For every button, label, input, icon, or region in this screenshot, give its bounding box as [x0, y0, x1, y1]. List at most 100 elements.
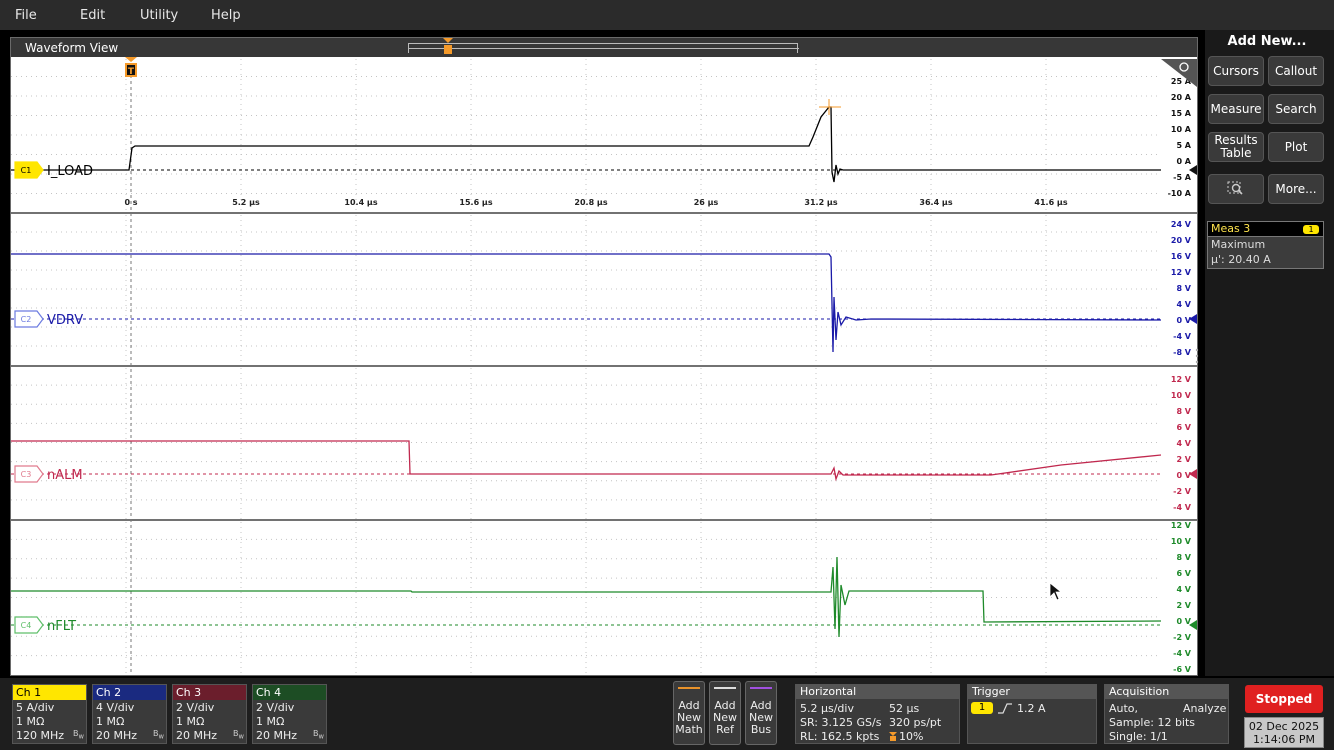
acquisition-single: Single: 1/1 — [1109, 730, 1168, 743]
trigger-source: 1 — [971, 702, 993, 714]
channel-bandwidth: 20 MHz — [176, 729, 218, 742]
offset-arrow-icon[interactable] — [1189, 314, 1197, 324]
trigger-level: 1.2 A — [1017, 702, 1046, 715]
horizontal-badge[interactable]: Horizontal 5.2 µs/div 52 µs SR: 3.125 GS… — [795, 684, 960, 744]
record-view-bar[interactable] — [408, 43, 799, 53]
vertical-scale-label: 8 V — [1176, 407, 1191, 416]
trigger-position-icon[interactable]: T — [125, 57, 137, 77]
math-label-1: Add — [678, 699, 700, 712]
horizontal-duration: 52 µs — [889, 702, 920, 715]
plot-button[interactable]: Plot — [1268, 132, 1324, 162]
channel-label-c3[interactable]: C3 nALM — [14, 465, 83, 483]
waveform-trace-c4[interactable] — [11, 556, 1162, 638]
zoom-button[interactable] — [1208, 174, 1264, 204]
run-stop-status-button[interactable]: Stopped — [1245, 685, 1323, 713]
measure-button[interactable]: Measure — [1208, 94, 1264, 124]
waveform-trace-c3[interactable] — [11, 440, 1162, 482]
channel-label-c1[interactable]: C1 I_LOAD — [14, 161, 93, 179]
vertical-scale-label: 12 V — [1171, 375, 1192, 384]
ref-color-bar — [714, 687, 736, 689]
channel-label-c4[interactable]: C4 nFLT — [14, 616, 76, 634]
zoom-corner-icon[interactable] — [1161, 59, 1197, 87]
waveform-plot-area[interactable]: T 0 s 5.2 µs 10.4 µs 15.6 µs 20.8 µs 26 µs 31.2… — [11, 57, 1197, 675]
channel-name: nALM — [47, 468, 83, 483]
channel-badge-3[interactable]: Ch 3 2 V/div 1 MΩ 20 MHz Bw — [172, 684, 247, 744]
channel-id: C3 — [21, 470, 32, 479]
vertical-scale-label: 20 A — [1171, 93, 1192, 102]
time-tick-label: 15.6 µs — [459, 198, 492, 207]
time-tick-label: 0 s — [124, 198, 137, 207]
time-tick-label: 26 µs — [694, 198, 719, 207]
vertical-scale-label: 16 V — [1171, 252, 1192, 261]
channel-id: C4 — [21, 621, 32, 630]
channel-impedance: 1 MΩ — [256, 715, 285, 728]
settings-bar: Ch 1 5 A/div 1 MΩ 120 MHz Bw Ch 2 4 V/div… — [0, 678, 1334, 750]
menu-utility[interactable]: Utility — [140, 8, 179, 23]
waveform-trace-c1[interactable] — [11, 106, 1161, 183]
menu-file[interactable]: File — [15, 8, 37, 23]
vertical-scale-label: 2 V — [1176, 455, 1191, 464]
search-button[interactable]: Search — [1268, 94, 1324, 124]
vertical-scale-label: 12 V — [1171, 268, 1192, 277]
menu-help[interactable]: Help — [211, 8, 241, 23]
bus-label-3: Bus — [750, 723, 772, 736]
vertical-scale-label: -4 V — [1173, 332, 1192, 341]
trigger-title: Trigger — [968, 685, 1096, 699]
results-table-button[interactable]: Results Table — [1208, 132, 1264, 162]
vertical-scale-label: 8 V — [1176, 553, 1191, 562]
rising-edge-icon — [998, 703, 1012, 714]
sample-rate: SR: 3.125 GS/s — [800, 716, 882, 729]
channel-badge-1[interactable]: Ch 1 5 A/div 1 MΩ 120 MHz Bw — [12, 684, 87, 744]
channel-id: C2 — [21, 315, 32, 324]
channel-badge-title: Ch 1 — [13, 685, 86, 700]
time-tick-label: 36.4 µs — [919, 198, 952, 207]
vertical-scale-label: 10 V — [1171, 537, 1192, 546]
waveform-view-title: Waveform View — [25, 41, 119, 55]
record-length: RL: 162.5 kpts — [800, 730, 880, 743]
vertical-scale-label: -2 V — [1173, 487, 1192, 496]
waveform-trace-c2[interactable] — [11, 253, 1162, 353]
trigger-badge[interactable]: Trigger 1 1.2 A — [967, 684, 1097, 744]
measurement-type: Maximum — [1211, 238, 1266, 251]
ref-label-1: Add — [714, 699, 736, 712]
channel-badge-title: Ch 3 — [173, 685, 246, 700]
acquisition-badge[interactable]: Acquisition Auto, Analyze Sample: 12 bit… — [1104, 684, 1229, 744]
bandwidth-limit-icon: Bw — [73, 729, 84, 741]
offset-arrow-icon[interactable] — [1189, 620, 1197, 630]
results-label-1: Results — [1214, 133, 1258, 147]
add-new-ref-button[interactable]: Add New Ref — [709, 681, 741, 745]
channel-badge-4[interactable]: Ch 4 2 V/div 1 MΩ 20 MHz Bw — [252, 684, 327, 744]
vertical-scale-label: 0 A — [1176, 157, 1191, 166]
channel-bandwidth: 20 MHz — [96, 729, 138, 742]
waveform-view-header: Waveform View — [11, 38, 1197, 57]
waveform-view[interactable]: Waveform View T 0 s 5.2 µs 10.4 µs 15.6 µs 20… — [10, 37, 1198, 676]
vertical-scale-label: 4 V — [1176, 439, 1191, 448]
bandwidth-limit-icon: Bw — [313, 729, 324, 741]
bus-color-bar — [750, 687, 772, 689]
vertical-scale-label: 6 V — [1176, 569, 1191, 578]
vertical-scale-label: 25 A — [1171, 77, 1192, 86]
cursors-button[interactable]: Cursors — [1208, 56, 1264, 86]
more-button[interactable]: More... — [1268, 174, 1324, 204]
callout-button[interactable]: Callout — [1268, 56, 1324, 86]
panel-resize-handle-icon[interactable] — [1194, 346, 1200, 366]
offset-arrow-icon[interactable] — [1189, 469, 1197, 479]
channel-badge-2[interactable]: Ch 2 4 V/div 1 MΩ 20 MHz Bw — [92, 684, 167, 744]
vertical-scale-label: 15 A — [1171, 109, 1192, 118]
vertical-scale-label: -8 V — [1173, 348, 1192, 357]
resolution: 320 ps/pt — [889, 716, 942, 729]
menu-edit[interactable]: Edit — [80, 8, 106, 23]
add-new-math-button[interactable]: Add New Math — [673, 681, 705, 745]
time-tick-label: 10.4 µs — [344, 198, 377, 207]
measurement-header: Meas 3 1 — [1208, 222, 1323, 237]
time: 1:14:06 PM — [1252, 733, 1316, 746]
add-new-bus-button[interactable]: Add New Bus — [745, 681, 777, 745]
channel-label-c2[interactable]: C2 VDRV — [14, 310, 83, 328]
vertical-scale-label: 20 V — [1171, 236, 1192, 245]
channel-impedance: 1 MΩ — [16, 715, 45, 728]
vertical-scale-label: 5 A — [1176, 141, 1191, 150]
offset-arrow-icon[interactable] — [1189, 165, 1197, 175]
measurement-value: µ': 20.40 A — [1211, 253, 1271, 266]
acquisition-sample: Sample: 12 bits — [1109, 716, 1196, 729]
measurement-badge[interactable]: Meas 3 1 Maximum µ': 20.40 A — [1207, 221, 1324, 269]
